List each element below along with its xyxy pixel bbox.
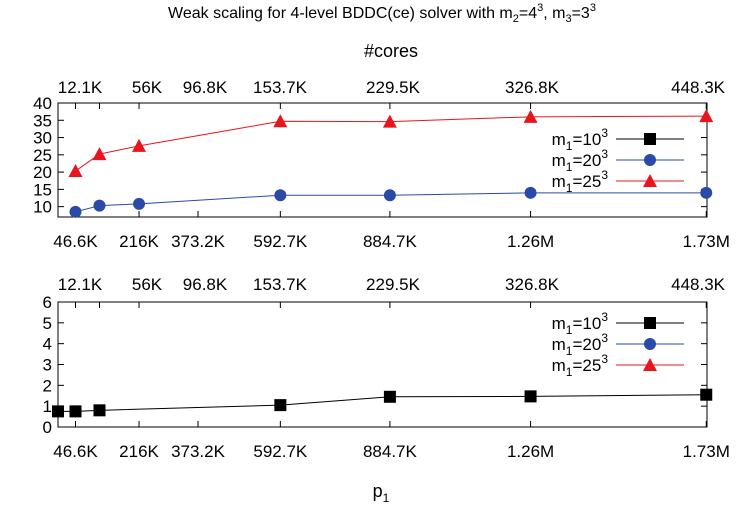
bottom-x-tick-label: 1.26M (507, 442, 554, 461)
top-x2-tick-label: 96.8K (183, 78, 228, 97)
top-x-tick-label: 216K (119, 232, 159, 251)
top-data-point-triangle (132, 138, 147, 152)
bottom-y-tick-label: 0 (43, 418, 52, 437)
top-legend-label: m1=203 (552, 147, 609, 174)
top-y-tick-label: 15 (33, 180, 52, 199)
bottom-legend-label: m1=103 (552, 310, 609, 337)
bottom-legend-label: m1=203 (552, 331, 609, 358)
top-y-tick-label: 30 (33, 129, 52, 148)
top-plot-frame (57, 102, 708, 218)
top-data-point-triangle (273, 114, 288, 128)
top-y-tick-label: 10 (33, 198, 52, 217)
bottom-data-point-square (52, 405, 64, 418)
bottom-x2-tick-label: 229.5K (366, 275, 421, 294)
top-y-tick-label: 25 (33, 146, 52, 165)
bottom-y-tick-label: 3 (43, 356, 52, 375)
top-x2-tick-label: 326.8K (505, 78, 560, 97)
top-data-point-circle (524, 186, 537, 199)
top-legend-marker-circle (644, 154, 656, 166)
top-y-tick-label: 35 (33, 111, 52, 130)
bottom-data-point-square (700, 388, 713, 401)
title-prefix: Weak scaling for 4-level BDDC(ce) solver… (168, 5, 513, 22)
title-m3-eq: =3 (572, 5, 590, 22)
bottom-x2-tick-label: 448.3K (671, 275, 726, 294)
bottom-x-tick-label: 216K (119, 442, 159, 461)
top-data-point-circle (700, 186, 713, 199)
bottom-x-tick-label: 884.7K (363, 442, 418, 461)
top-x-tick-label: 373.2K (171, 232, 226, 251)
figure-title: Weak scaling for 4-level BDDC(ce) solver… (168, 2, 596, 25)
bottom-y-tick-label: 5 (43, 314, 52, 333)
title-sep: , m (543, 5, 565, 22)
bottom-x2-tick-label: 12.1K (58, 275, 103, 294)
top-data-point-circle (274, 189, 287, 202)
top-legend-marker-square (644, 133, 656, 145)
top-x2-tick-label: 56K (132, 78, 163, 97)
top-data-point-circle (69, 205, 82, 218)
top-data-point-triangle (699, 109, 714, 123)
top-x2-tick-label: 153.7K (253, 78, 308, 97)
top-x-tick-label: 1.26M (507, 232, 554, 251)
top-y-tick-label: 20 (33, 163, 52, 182)
bottom-x2-tick-label: 153.7K (253, 275, 308, 294)
top-x-tick-label: 884.7K (363, 232, 418, 251)
bottom-x-tick-label: 1.73M (683, 442, 730, 461)
title-m3-sub: 3 (565, 13, 571, 25)
top-x2-tick-label: 448.3K (671, 78, 726, 97)
title-m2-sub: 2 (513, 13, 519, 25)
title-m3-sup: 3 (590, 2, 596, 14)
bottom-x-label-base: p (373, 481, 383, 501)
bottom-data-point-square (274, 399, 287, 412)
top-legend-label: m1=253 (552, 168, 609, 195)
top-legend-marker-triangle (643, 174, 657, 187)
top-x-tick-label: 1.73M (683, 232, 730, 251)
top-x2-tick-label: 229.5K (366, 78, 421, 97)
title-m2-eq: =4 (519, 5, 537, 22)
top-x2-axis-label: #cores (364, 41, 418, 61)
bottom-data-point-square (524, 390, 537, 403)
top-data-point-triangle (523, 109, 538, 123)
bottom-x2-tick-label: 56K (132, 275, 163, 294)
bottom-y-tick-label: 1 (43, 397, 52, 416)
top-x-tick-label: 592.7K (253, 232, 308, 251)
top-data-point-circle (383, 189, 396, 202)
top-data-point-triangle (382, 114, 397, 128)
top-data-point-circle (93, 199, 106, 212)
top-data-point-triangle (92, 147, 107, 161)
bottom-x-axis-label: p1 (373, 481, 390, 505)
top-x2-tick-label: 12.1K (58, 78, 103, 97)
bottom-data-point-square (69, 405, 82, 418)
bottom-x2-tick-label: 96.8K (183, 275, 228, 294)
bottom-series-line-square (58, 394, 707, 412)
bottom-legend-label: m1=253 (552, 352, 609, 379)
top-data-point-circle (133, 197, 146, 210)
bottom-x-tick-label: 373.2K (171, 442, 226, 461)
top-x-tick-label: 46.6K (53, 232, 98, 251)
top-legend-label: m1=103 (552, 126, 609, 153)
top-data-point-triangle (68, 164, 83, 178)
top-y-tick-label: 40 (33, 94, 52, 113)
bottom-y-tick-label: 6 (43, 293, 52, 312)
bottom-x-tick-label: 46.6K (53, 442, 98, 461)
bottom-y-tick-label: 2 (43, 376, 52, 395)
title-m2-sup: 3 (537, 2, 543, 14)
bottom-x-label-sub: 1 (383, 491, 390, 505)
bottom-y-tick-label: 4 (43, 335, 52, 354)
bottom-data-point-square (93, 404, 106, 417)
bottom-legend-marker-square (644, 317, 656, 329)
bottom-legend-marker-triangle (643, 358, 657, 371)
bottom-x2-tick-label: 326.8K (505, 275, 560, 294)
bottom-legend-marker-circle (644, 338, 656, 350)
bottom-data-point-square (383, 390, 396, 403)
bottom-x-tick-label: 592.7K (253, 442, 308, 461)
